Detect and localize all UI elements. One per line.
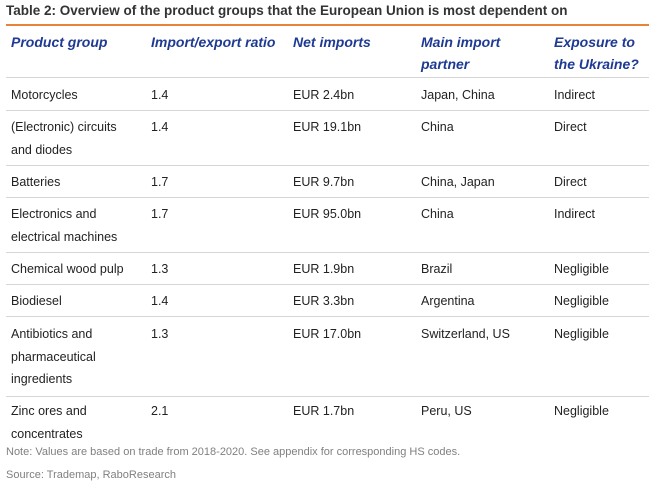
header-main-import-partner: Main import partner [421,31,500,75]
cell-product-group: Batteries [11,175,61,189]
cell-main-import-partner: Argentina [421,294,475,308]
cell-net-imports: EUR 2.4bn [293,88,355,102]
cell-product-group: Biodiesel [11,294,62,308]
cell-main-import-partner: Brazil [421,262,453,276]
cell-product-group: and diodes [11,142,73,157]
header-main-import-partner-line1: Main import [421,34,501,50]
row-divider [6,197,649,198]
header-import-export-ratio-label: Import/export ratio [151,34,276,50]
header-exposure-ukraine: Exposure to the Ukraine? [554,31,639,75]
row-divider [6,110,649,111]
title-divider [6,24,649,26]
cell-main-import-partner: China, Japan [421,175,495,189]
cell-net-imports: EUR 19.1bn [293,120,362,134]
header-product-group: Product group [11,31,107,53]
cell-exposure: Direct [554,175,587,189]
header-main-import-partner-line2: partner [421,56,470,72]
cell-exposure: Negligible [554,327,609,341]
cell-main-import-partner: Switzerland, US [421,327,510,341]
cell-exposure: Direct [554,120,587,134]
cell-import-export-ratio: 1.3 [151,327,169,341]
cell-import-export-ratio: 1.4 [151,294,169,308]
cell-product-group: Motorcycles [11,88,78,102]
cell-product-group: Chemical wood pulp [11,262,124,276]
cell-product-group: ingredients [11,372,73,386]
row-divider [6,165,649,166]
header-net-imports: Net imports [293,31,371,53]
cell-net-imports: EUR 1.9bn [293,262,355,276]
cell-net-imports: EUR 9.7bn [293,175,355,189]
cell-import-export-ratio: 2.1 [151,404,169,418]
table-title: Table 2: Overview of the product groups … [6,3,568,18]
cell-product-group: concentrates [11,426,83,441]
cell-exposure: Indirect [554,207,595,221]
header-import-export-ratio: Import/export ratio [151,31,275,53]
cell-import-export-ratio: 1.4 [151,88,169,102]
row-divider [6,252,649,253]
row-divider [6,284,649,285]
cell-main-import-partner: China [421,120,454,134]
header-net-imports-label: Net imports [293,34,371,50]
cell-product-group: (Electronic) circuits [11,120,117,134]
cell-exposure: Indirect [554,88,595,102]
row-divider [6,316,649,317]
row-divider [6,396,649,397]
cell-exposure: Negligible [554,262,609,276]
cell-net-imports: EUR 1.7bn [293,404,355,418]
cell-import-export-ratio: 1.7 [151,175,169,189]
cell-net-imports: EUR 95.0bn [293,207,362,221]
cell-exposure: Negligible [554,404,609,418]
cell-main-import-partner: Japan, China [421,88,495,102]
cell-main-import-partner: Peru, US [421,404,472,418]
cell-net-imports: EUR 17.0bn [293,327,362,341]
cell-product-group: Antibiotics and [11,327,93,341]
cell-main-import-partner: China [421,207,454,221]
cell-net-imports: EUR 3.3bn [293,294,355,308]
cell-import-export-ratio: 1.3 [151,262,169,276]
header-product-group-label: Product group [11,34,108,50]
cell-product-group: Electronics and [11,207,97,221]
header-exposure-ukraine-line2: the Ukraine? [554,56,639,72]
cell-import-export-ratio: 1.7 [151,207,169,221]
table-note: Note: Values are based on trade from 201… [6,446,461,458]
cell-import-export-ratio: 1.4 [151,120,169,134]
table-source: Source: Trademap, RaboResearch [6,469,176,481]
cell-exposure: Negligible [554,294,609,308]
cell-product-group: electrical machines [11,229,118,244]
cell-product-group: pharmaceutical [11,349,96,364]
row-divider [6,77,649,78]
cell-product-group: Zinc ores and [11,404,87,418]
header-exposure-ukraine-line1: Exposure to [554,34,635,50]
